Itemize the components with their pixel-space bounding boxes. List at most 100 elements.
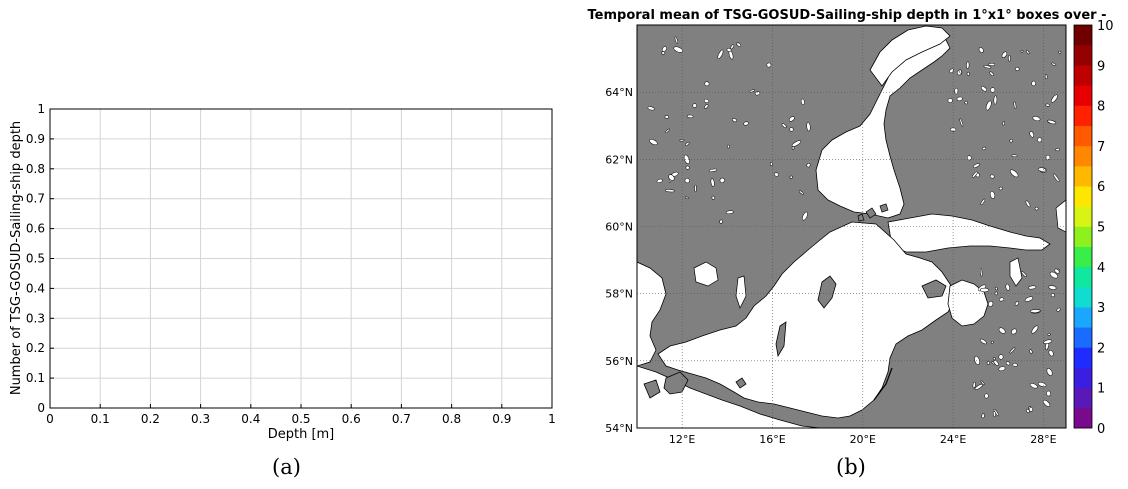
- colorbar-segment: [1074, 125, 1092, 147]
- gulf-of-finland: [887, 213, 1051, 253]
- small-lake: [998, 327, 1006, 334]
- graticule: [637, 25, 1066, 428]
- small-lake: [719, 177, 725, 183]
- y-tick-label: 0.5: [26, 252, 45, 266]
- small-lake: [730, 44, 735, 50]
- colorbar-segment: [1074, 246, 1092, 268]
- small-lake: [710, 178, 715, 187]
- small-lake: [732, 118, 737, 123]
- map-chart: Temporal mean of TSG-GOSUD-Sailing-ship …: [588, 8, 1114, 446]
- small-lake: [980, 198, 986, 205]
- small-lake: [673, 46, 683, 53]
- lat-tick-label: 62°N: [605, 153, 633, 166]
- colorbar-tick-label: 2: [1097, 341, 1105, 356]
- small-lake: [966, 155, 972, 161]
- colorbar-segment: [1074, 186, 1092, 207]
- small-lake: [1029, 131, 1034, 138]
- small-lake: [798, 190, 804, 195]
- small-lake: [703, 98, 709, 103]
- danish-islands: [643, 371, 689, 399]
- small-lake: [781, 123, 787, 128]
- small-lake: [727, 144, 730, 149]
- small-lake: [986, 361, 990, 365]
- small-lake: [647, 106, 655, 111]
- small-lake: [791, 146, 795, 150]
- colorbar-tick-label: 5: [1097, 221, 1105, 236]
- gulf-of-bothnia: [815, 35, 951, 219]
- y-tick-label: 0.8: [26, 162, 45, 176]
- colorbar-segment: [1074, 65, 1092, 86]
- x-tick-label: 0.8: [442, 412, 461, 426]
- small-lake: [1009, 139, 1013, 143]
- small-lake: [966, 61, 970, 69]
- small-lake: [1045, 154, 1051, 161]
- colorbar-segment: [1074, 105, 1092, 127]
- lat-tick-label: 56°N: [605, 355, 633, 368]
- y-tick-label: 0.3: [26, 311, 45, 325]
- map-title: Temporal mean of TSG-GOSUD-Sailing-ship …: [588, 8, 1107, 23]
- small-lake: [662, 46, 667, 52]
- colorbar-tick-label: 6: [1097, 180, 1105, 195]
- x-tick-label: 0.4: [241, 412, 260, 426]
- colorbar-segment: [1074, 226, 1092, 247]
- small-lake: [1047, 333, 1051, 336]
- small-lake: [1047, 119, 1057, 125]
- small-lake: [958, 69, 962, 74]
- lake-ladoga: [1055, 199, 1066, 233]
- small-lake: [770, 162, 773, 166]
- small-lake: [982, 146, 987, 151]
- small-lake: [1026, 50, 1030, 55]
- colorbar-tick-label: 4: [1097, 261, 1105, 276]
- x-tick-label: 0.2: [141, 412, 160, 426]
- small-lake: [991, 361, 995, 365]
- small-lake: [1012, 363, 1018, 367]
- small-lake: [990, 87, 996, 93]
- small-lake: [980, 267, 983, 277]
- small-lake: [806, 121, 811, 132]
- small-lake: [1053, 173, 1060, 182]
- lon-tick-label: 20°E: [850, 433, 876, 446]
- colorbar-segment: [1074, 25, 1092, 46]
- small-lake: [993, 411, 996, 418]
- colorbar-segment: [1074, 266, 1092, 288]
- colorbar-tick-label: 0: [1097, 422, 1105, 437]
- lon-tick-label: 28°E: [1030, 433, 1056, 446]
- small-lake: [684, 196, 689, 199]
- small-lake: [1031, 325, 1039, 334]
- small-lake: [980, 380, 985, 385]
- lake-vanern: [693, 261, 719, 287]
- small-lake: [988, 63, 996, 66]
- small-lake: [1027, 285, 1037, 290]
- small-lake: [719, 219, 723, 224]
- small-lake: [649, 139, 658, 146]
- small-lake: [1005, 283, 1010, 291]
- colorbar-segment: [1074, 327, 1092, 348]
- small-lake: [1054, 268, 1060, 274]
- small-lake: [993, 360, 999, 366]
- small-lake: [1032, 116, 1041, 122]
- small-lake: [1029, 349, 1033, 354]
- small-lake: [725, 210, 734, 215]
- small-lake: [736, 42, 741, 47]
- y-tick-label: 1: [37, 102, 45, 116]
- small-lake: [685, 165, 690, 170]
- small-lake: [774, 172, 779, 177]
- small-lake: [1002, 121, 1005, 126]
- x-tick-label: 0.9: [492, 412, 511, 426]
- small-lake: [1030, 309, 1041, 313]
- colorbar-tick-label: 1: [1097, 382, 1105, 397]
- small-lake: [1034, 206, 1039, 211]
- small-lake: [993, 357, 996, 361]
- small-lake: [665, 128, 670, 134]
- map-area: [637, 25, 1066, 428]
- small-lake: [1021, 271, 1027, 278]
- small-lake: [984, 393, 989, 399]
- small-lake: [704, 104, 709, 109]
- small-lake: [972, 163, 980, 168]
- kattegat: [637, 261, 667, 367]
- small-lake: [685, 141, 690, 146]
- small-lake: [1045, 103, 1050, 107]
- small-lake: [1024, 296, 1034, 302]
- small-lake: [1037, 382, 1047, 387]
- lat-tick-label: 64°N: [605, 86, 633, 99]
